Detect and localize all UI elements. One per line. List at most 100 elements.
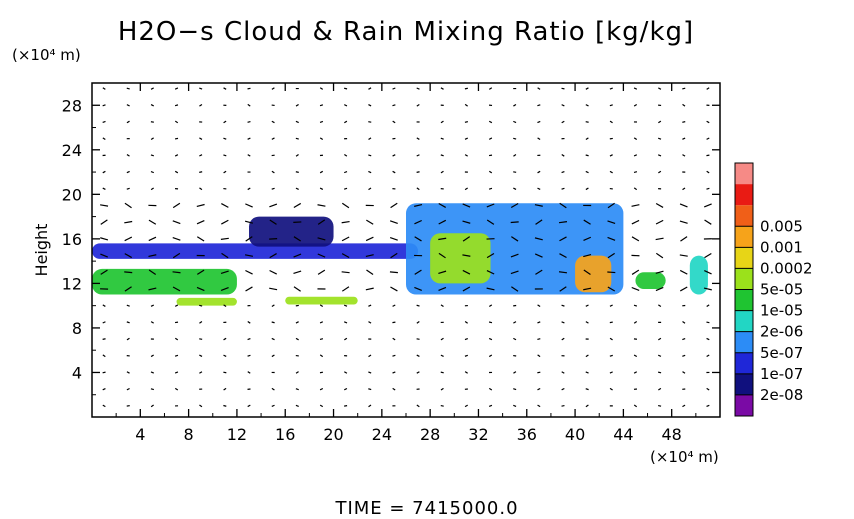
wind-vector xyxy=(368,321,372,324)
wind-vector xyxy=(317,253,326,258)
wind-vector xyxy=(293,286,301,292)
wind-vector xyxy=(679,286,688,292)
wind-vector xyxy=(510,221,519,224)
wind-vector xyxy=(414,286,423,292)
wind-vector xyxy=(196,203,205,208)
wind-vector xyxy=(585,187,589,191)
wind-vector xyxy=(247,137,251,140)
wind-vector xyxy=(343,170,348,174)
wind-vector xyxy=(706,170,710,174)
wind-vector xyxy=(269,253,277,259)
wind-vector xyxy=(609,371,613,374)
wind-vector xyxy=(174,337,179,341)
wind-vector xyxy=(486,253,495,259)
wind-vector xyxy=(102,187,106,190)
wind-vector xyxy=(682,404,686,408)
wind-vector xyxy=(269,287,278,291)
wind-vector xyxy=(609,120,613,124)
wind-vector xyxy=(464,321,468,324)
wind-vector xyxy=(102,304,106,307)
wind-vector xyxy=(341,253,350,259)
wind-vector xyxy=(438,286,447,292)
wind-vector xyxy=(344,120,348,124)
wind-vector xyxy=(196,269,205,275)
wind-vector xyxy=(438,270,447,274)
wind-vector xyxy=(100,253,109,258)
wind-vector xyxy=(389,236,398,241)
cloud-region-2 xyxy=(92,268,237,295)
wind-vector xyxy=(513,187,517,190)
wind-vector xyxy=(124,202,132,209)
wind-vector xyxy=(416,171,420,173)
wind-vector xyxy=(172,220,181,225)
wind-vector xyxy=(293,236,301,242)
wind-vector xyxy=(706,321,710,324)
wind-vector xyxy=(317,219,326,225)
wind-vector xyxy=(416,137,420,140)
wind-vector xyxy=(150,187,154,191)
wind-vector xyxy=(150,354,154,358)
colorbar-swatch xyxy=(735,310,753,332)
wind-vector xyxy=(658,371,662,374)
wind-vector xyxy=(631,204,640,207)
wind-vector xyxy=(414,236,422,242)
wind-vector xyxy=(174,170,179,174)
wind-vector xyxy=(392,354,396,357)
wind-vector xyxy=(682,103,686,107)
wind-vector xyxy=(150,137,154,141)
wind-vector xyxy=(102,120,106,124)
colorbar-label: 1e-05 xyxy=(760,302,803,320)
x-tick-label: 20 xyxy=(323,425,343,444)
wind-vector xyxy=(172,252,181,259)
wind-vector xyxy=(293,270,302,275)
wind-vector xyxy=(102,321,106,324)
wind-vector xyxy=(247,371,251,374)
wind-vector xyxy=(414,203,423,207)
colorbar-swatch xyxy=(735,352,753,374)
wind-vector xyxy=(247,103,251,107)
x-unit-label: (×10⁴ m) xyxy=(650,448,719,466)
wind-vector xyxy=(126,187,130,190)
colorbar-swatch xyxy=(735,373,753,395)
wind-vector xyxy=(199,354,203,357)
wind-vector xyxy=(462,254,471,257)
wind-vector xyxy=(319,371,324,374)
wind-vector xyxy=(561,120,565,124)
wind-vector xyxy=(220,237,229,240)
wind-vector xyxy=(464,121,468,123)
wind-vector xyxy=(486,219,495,225)
wind-vector xyxy=(583,287,592,291)
wind-vector xyxy=(368,404,372,408)
wind-vector xyxy=(392,170,396,174)
wind-vector xyxy=(196,219,205,225)
wind-vector xyxy=(655,219,664,225)
wind-vector xyxy=(223,404,227,407)
wind-vector xyxy=(534,237,543,241)
wind-vector xyxy=(585,304,589,307)
wind-vector xyxy=(174,137,179,140)
wind-vector xyxy=(319,87,324,90)
wind-vector xyxy=(704,219,712,225)
wind-vector xyxy=(559,286,567,292)
wind-vector xyxy=(344,337,348,341)
wind-vector xyxy=(513,137,517,140)
wind-vector xyxy=(341,220,350,224)
wind-vector xyxy=(703,203,712,208)
y-tick-label: 28 xyxy=(62,96,82,115)
wind-vector xyxy=(488,337,493,341)
wind-vector xyxy=(344,87,348,90)
wind-vector xyxy=(561,371,565,374)
wind-vector xyxy=(658,170,662,174)
wind-vector xyxy=(245,236,253,242)
wind-vector xyxy=(368,154,372,157)
colorbar-label: 0.001 xyxy=(760,238,803,256)
wind-vector xyxy=(199,187,203,191)
wind-vector xyxy=(633,137,638,140)
wind-vector xyxy=(102,371,106,374)
wind-vector xyxy=(366,269,374,276)
wind-vector xyxy=(462,220,471,224)
wind-vector xyxy=(537,338,541,341)
wind-vector xyxy=(392,337,396,341)
wind-vector xyxy=(247,404,251,408)
